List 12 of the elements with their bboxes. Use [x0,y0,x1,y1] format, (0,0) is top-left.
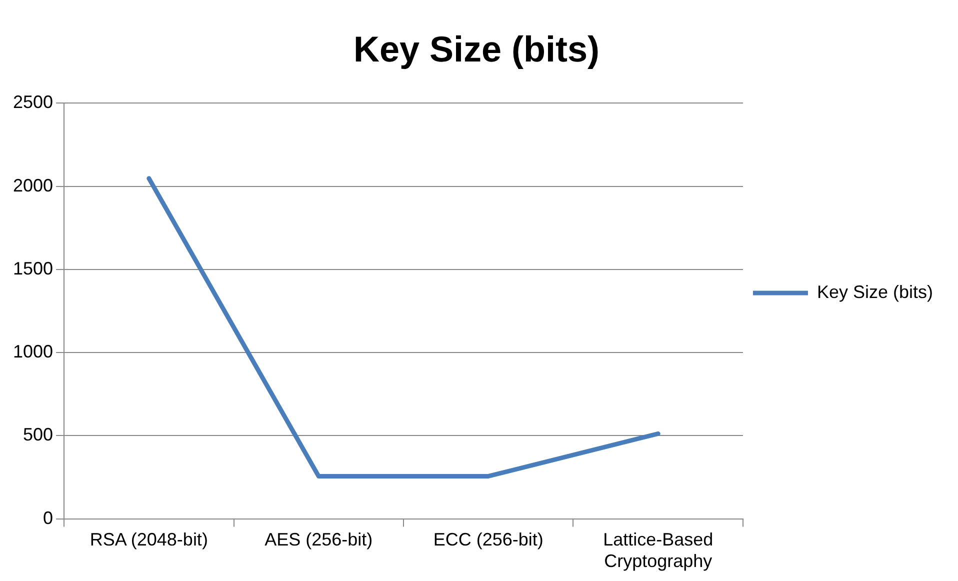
y-tick-label: 2000 [12,175,54,196]
x-tick-label: AES (256-bit) [264,530,373,550]
x-tick-label: Lattice-Based Cryptography [603,530,714,572]
legend-label: Key Size (bits) [816,282,934,302]
x-tick-label: ECC (256-bit) [433,530,544,550]
y-tick-label: 1500 [12,258,54,278]
y-tick-label: 1000 [12,342,54,362]
y-tick-label: 0 [43,508,54,528]
y-tick-label: 500 [22,424,54,445]
y-tick-label: 2500 [12,92,54,112]
chart-title: Key Size (bits) [353,28,600,70]
x-tick-label: RSA (2048-bit) [90,530,208,550]
